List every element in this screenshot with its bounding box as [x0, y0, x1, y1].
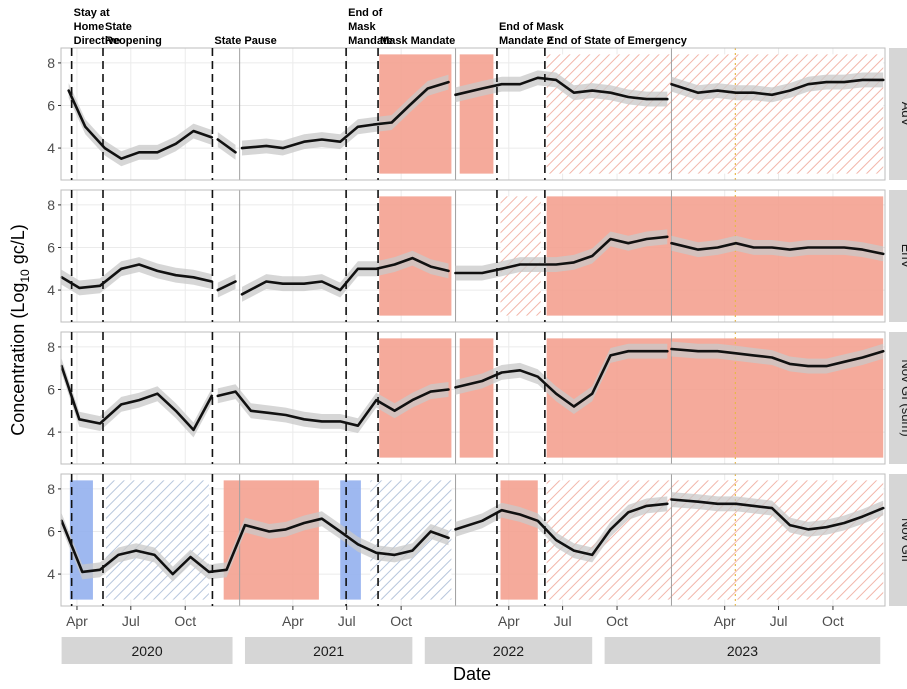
shade-high: [459, 54, 494, 174]
confidence-ribbon: [61, 511, 449, 582]
x-tick-label: Jul: [554, 613, 572, 629]
y-tick-label: 4: [47, 424, 55, 440]
facet-strip-label: Nov GII: [899, 518, 907, 562]
series-line: [216, 280, 237, 292]
x-axis-title: Date: [453, 664, 491, 684]
year-strip: [61, 637, 233, 664]
x-tick-label: Jul: [122, 613, 140, 629]
series-line: [240, 80, 450, 150]
panel-border: [60, 331, 886, 465]
event-label: State Pause: [214, 35, 276, 47]
panel: 4 6 8 EnV: [47, 189, 907, 323]
confidence-ribbon: [61, 358, 212, 438]
facet-strip: [889, 190, 907, 322]
series-line: [670, 241, 885, 256]
series-line: [240, 256, 450, 296]
event-lines-layer: [70, 48, 546, 606]
event-label: End of Mask Mandate: [348, 7, 393, 47]
shade-high: [459, 338, 494, 458]
y-tick-label: 8: [47, 339, 55, 355]
facet-strip: [889, 474, 907, 606]
event-label: Mask Mandate: [380, 35, 455, 47]
confidence-ribbon: [455, 343, 668, 414]
panel-border: [60, 189, 886, 323]
shade-hatch-high: [500, 196, 541, 316]
series-line: [216, 138, 237, 154]
series-line: [454, 349, 669, 408]
y-tick-label: 6: [47, 239, 55, 255]
shade-high: [546, 196, 884, 316]
y-tick-label: 8: [47, 197, 55, 213]
year-strip-label: 2020: [131, 643, 162, 659]
year-strip: [424, 637, 593, 664]
y-tick-label: 4: [47, 282, 55, 298]
shade-hatch-low: [105, 480, 209, 600]
shade-low: [69, 480, 93, 600]
y-axis-title: Concentration (Log10 gc/L): [8, 224, 32, 436]
facet-strip: [889, 332, 907, 464]
y-tick-label: 6: [47, 523, 55, 539]
x-tick-label: Jul: [770, 613, 788, 629]
series-line: [454, 502, 669, 557]
confidence-ribbon: [671, 72, 884, 103]
x-tick-label: Oct: [174, 613, 196, 629]
series-line: [216, 388, 450, 427]
y-tick-label: 4: [47, 140, 55, 156]
year-strip: [244, 637, 413, 664]
x-tick-label: Apr: [714, 613, 736, 629]
year-strip-label: 2022: [493, 643, 524, 659]
y-tick-label: 4: [47, 566, 55, 582]
series-line: [454, 76, 669, 101]
series-line: [670, 498, 885, 531]
facet-strip-label: Nov GI (sum): [899, 359, 907, 436]
series-line: [60, 517, 450, 576]
y-axis-title-main: Concentration (Log: [8, 283, 28, 436]
year-strip-label: 2021: [313, 643, 344, 659]
panel-border: [60, 473, 886, 607]
shade-hatch-high: [546, 54, 884, 174]
year-strip: [604, 637, 881, 664]
x-tick-label: Oct: [606, 613, 628, 629]
y-tick-label: 6: [47, 97, 55, 113]
shade-high: [500, 480, 538, 600]
confidence-ribbon: [455, 70, 668, 107]
facet-strip-label: EnV: [899, 244, 907, 269]
panel: 4 6 8 Nov GI (sum): [47, 331, 907, 465]
series-line: [67, 89, 214, 160]
series-line: [454, 235, 669, 275]
confidence-ribbon: [68, 83, 212, 167]
x-tick-label: Jul: [338, 613, 356, 629]
panels-layer: 4 6 8 AdV 4 6 8 EnV 4 6 8 Nov GI (sum) 4 6 8 Nov GII: [47, 47, 907, 607]
x-axis: Apr Jul Oct Apr Jul Oct Apr Jul Oct Apr Jul Oct 2020…: [61, 606, 881, 664]
x-tick-label: Apr: [282, 613, 304, 629]
panel-border: [60, 47, 886, 181]
facet-strip: [889, 48, 907, 180]
x-tick-label: Apr: [498, 613, 520, 629]
y-tick-label: 8: [47, 55, 55, 71]
year-strip-label: 2023: [727, 643, 758, 659]
series-line: [670, 347, 885, 368]
y-axis-title-subscript: 10: [18, 269, 32, 283]
event-label: End of Mask Mandate 2: [499, 21, 565, 47]
series-line: [60, 263, 214, 290]
panel: 4 6 8 Nov GII: [47, 473, 907, 607]
event-label: End of State of Emergency: [547, 35, 688, 47]
y-axis-title-tail: gc/L): [8, 224, 28, 269]
confidence-ribbon: [217, 382, 449, 434]
shade-high: [379, 54, 452, 174]
x-tick-label: Apr: [66, 613, 88, 629]
panel: 4 6 8 AdV: [47, 47, 907, 181]
event-label: State Reopening: [105, 21, 162, 47]
x-tick-label: Oct: [390, 613, 412, 629]
series-line: [60, 364, 214, 432]
series-line: [670, 78, 885, 97]
y-tick-label: 6: [47, 381, 55, 397]
x-tick-label: Oct: [822, 613, 844, 629]
facet-strip-label: AdV: [899, 102, 907, 127]
event-label: Stay at Home Directive: [74, 7, 120, 47]
y-tick-label: 8: [47, 481, 55, 497]
